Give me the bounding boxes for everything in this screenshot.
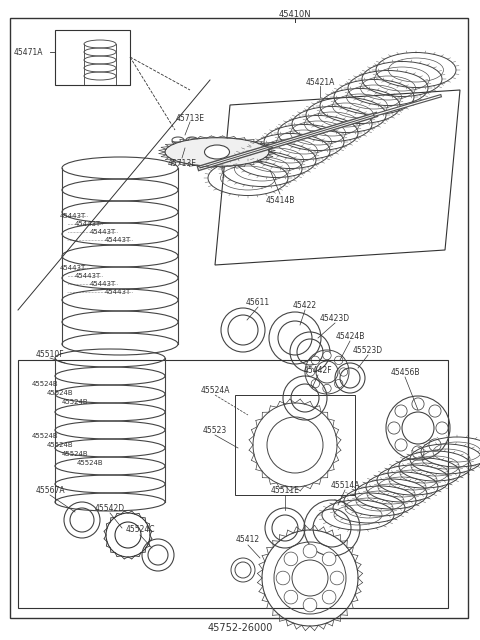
Circle shape [306,368,315,376]
Circle shape [284,552,298,566]
Text: 45524B: 45524B [62,399,89,405]
Text: 45523: 45523 [203,426,227,435]
Text: 45511E: 45511E [271,486,300,495]
Text: 45514A: 45514A [330,481,360,490]
Text: 45423D: 45423D [320,314,350,323]
Text: 45524B: 45524B [32,433,59,439]
Circle shape [322,590,336,604]
Bar [235,395,355,495]
Ellipse shape [204,145,229,159]
Text: 45713E: 45713E [168,159,196,168]
Circle shape [303,598,317,612]
Circle shape [388,422,400,434]
Circle shape [395,439,407,451]
Circle shape [436,422,448,434]
Text: 45510F: 45510F [36,349,64,358]
Text: 45524B: 45524B [47,390,73,396]
Text: 45524B: 45524B [47,442,73,448]
Circle shape [284,590,298,604]
Text: 45410N: 45410N [279,10,312,19]
Text: 45443T: 45443T [60,265,86,271]
Circle shape [395,405,407,417]
Circle shape [429,405,441,417]
Bar [55,30,130,85]
Text: 45443T: 45443T [75,273,101,279]
Circle shape [323,351,331,360]
Text: 45442F: 45442F [304,365,332,374]
Bar [18,360,448,608]
Text: 45542D: 45542D [95,504,125,513]
Text: 45524B: 45524B [62,451,89,457]
Circle shape [429,439,441,451]
Text: 45523D: 45523D [353,346,383,355]
Circle shape [412,398,424,410]
Circle shape [311,356,320,365]
Text: 45424B: 45424B [336,332,365,340]
Text: 45524B: 45524B [32,381,59,387]
Circle shape [323,384,331,393]
Text: 45713E: 45713E [176,113,204,122]
Text: 45456B: 45456B [390,367,420,376]
Text: 45443T: 45443T [90,281,116,287]
Circle shape [322,552,336,566]
Text: 45443T: 45443T [105,237,131,243]
Text: 45524B: 45524B [77,460,104,466]
Text: 45524C: 45524C [125,525,155,534]
Text: 45752-26000: 45752-26000 [207,623,273,633]
Text: 45443T: 45443T [90,229,116,235]
Circle shape [335,380,343,388]
Circle shape [330,571,344,585]
Text: 45443T: 45443T [60,213,86,219]
Text: 45611: 45611 [246,298,270,307]
Circle shape [335,356,343,365]
Text: 45443T: 45443T [105,289,131,295]
Circle shape [339,368,348,376]
Circle shape [311,380,320,388]
Text: 45414B: 45414B [265,195,295,205]
Text: 45443T: 45443T [75,221,101,227]
Circle shape [276,571,290,585]
Circle shape [303,544,317,558]
Ellipse shape [165,138,269,166]
Text: 45412: 45412 [236,536,260,545]
Text: 45567A: 45567A [35,486,65,495]
Text: 45471A: 45471A [13,47,43,56]
Text: 45422: 45422 [293,301,317,310]
Text: 45524A: 45524A [200,385,230,394]
Circle shape [412,446,424,458]
Text: 45421A: 45421A [305,77,335,86]
